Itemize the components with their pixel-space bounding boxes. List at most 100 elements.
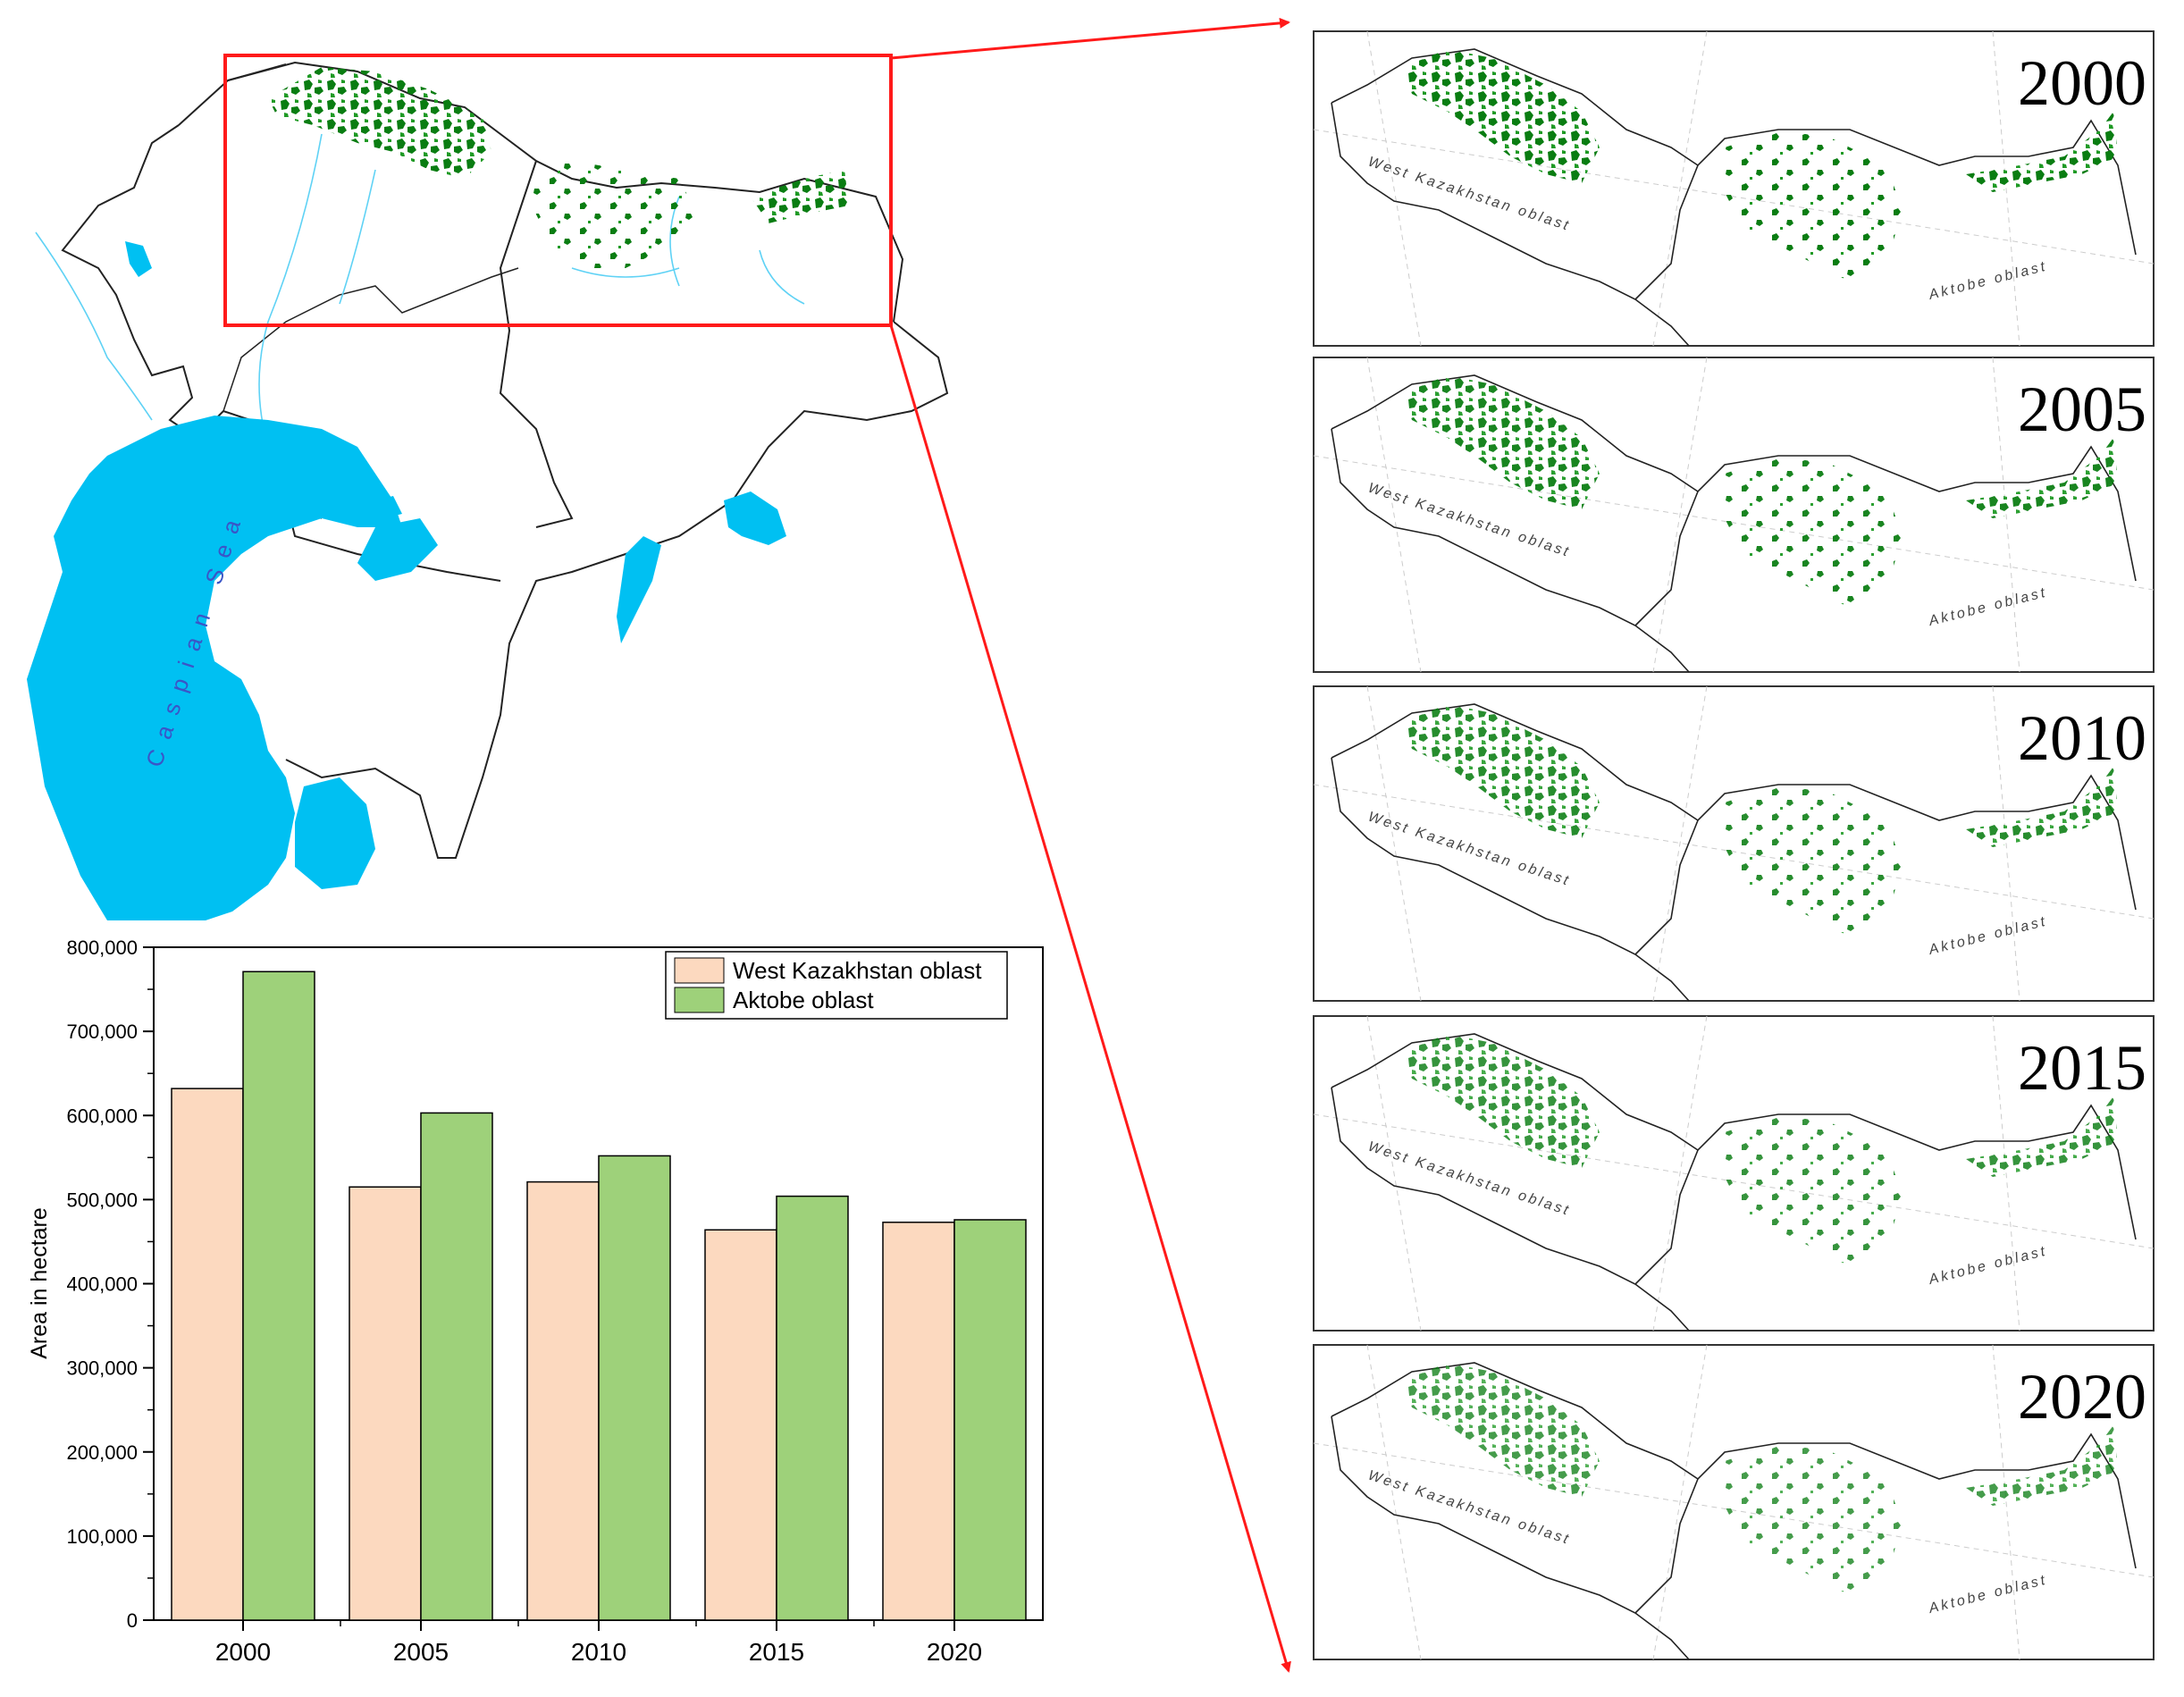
region-boundary <box>1331 1362 2137 1569</box>
year-label: 2000 <box>2018 47 2146 119</box>
year-label: 2010 <box>2018 702 2146 774</box>
vegetation-central <box>1725 1443 1903 1595</box>
region-boundary <box>1331 1087 1690 1332</box>
y-axis: 0 100,000 200,000 300,000 400,000 500,000 600,… <box>66 937 154 1632</box>
region-boundary <box>1331 703 2137 911</box>
legend-label: Aktobe oblast <box>733 987 874 1013</box>
year-label: 2015 <box>2018 1032 2146 1104</box>
graticule <box>1313 685 2155 1002</box>
graticule <box>1313 1015 2155 1332</box>
bar-west-kazakhstan-2020 <box>882 1222 955 1621</box>
graticule <box>1313 30 2155 347</box>
x-axis: 2000 2005 2010 2015 2020 <box>215 1620 982 1666</box>
bar-west-kazakhstan-2005 <box>349 1186 422 1621</box>
region-boundary <box>1331 1033 2137 1240</box>
vegetation-east <box>1966 1096 2118 1177</box>
y-tick-label: 800,000 <box>66 937 138 959</box>
legend: West Kazakhstan oblast Aktobe oblast <box>665 951 1008 1020</box>
lake <box>375 496 402 518</box>
region-boundary <box>285 321 949 859</box>
vegetation-east <box>1966 438 2118 518</box>
year-label: 2005 <box>2018 374 2146 445</box>
y-tick-label: 500,000 <box>66 1189 138 1211</box>
lake <box>617 536 661 643</box>
region-boundary <box>1634 819 1699 955</box>
graticule <box>1313 357 2155 673</box>
x-tick-label: 2015 <box>749 1638 804 1666</box>
bar-west-kazakhstan-2010 <box>526 1180 600 1621</box>
x-tick-label: 2005 <box>393 1638 449 1666</box>
y-tick-label: 400,000 <box>66 1273 138 1296</box>
x-tick-label: 2010 <box>571 1638 626 1666</box>
x-tick-label: 2000 <box>215 1638 271 1666</box>
vegetation-east <box>1966 1425 2118 1506</box>
bar-chart: 0 100,000 200,000 300,000 400,000 500,000 600,… <box>27 937 1044 1666</box>
region-boundary <box>1634 1149 1699 1285</box>
vegetation-west <box>1403 1363 1600 1497</box>
y-tick-label: 300,000 <box>66 1357 138 1380</box>
overview-map: Caspian Sea <box>27 54 949 920</box>
region-boundary <box>1331 102 1690 347</box>
region-boundary <box>1331 374 2137 582</box>
legend-label: West Kazakhstan oblast <box>733 957 982 984</box>
vegetation-west <box>1403 375 1600 509</box>
vegetation-patch <box>268 67 491 179</box>
region-boundary <box>1634 1478 1699 1614</box>
vegetation-central <box>1725 1114 1903 1266</box>
bars <box>171 970 1027 1621</box>
region-boundary <box>1331 757 1690 1002</box>
river <box>35 133 805 448</box>
y-tick-label: 0 <box>127 1609 138 1632</box>
bar-west-kazakhstan-2000 <box>171 1088 244 1621</box>
lake <box>724 491 786 545</box>
region-boundary <box>1634 491 1699 626</box>
y-tick-label: 200,000 <box>66 1441 138 1464</box>
graticule <box>1313 1344 2155 1660</box>
caspian-sea <box>27 416 402 920</box>
lake <box>357 518 438 581</box>
vegetation-west <box>1403 1034 1600 1168</box>
vegetation-east <box>1966 767 2118 847</box>
highlight-box <box>223 54 893 327</box>
lake <box>295 777 375 889</box>
vegetation-central <box>1725 785 1903 937</box>
region-boundary <box>1634 164 1699 300</box>
region-boundary <box>223 267 519 412</box>
bar-aktobe-2005 <box>420 1112 493 1621</box>
region-boundary <box>1331 428 1690 673</box>
y-tick-label: 700,000 <box>66 1021 138 1043</box>
vegetation-patch <box>751 170 849 223</box>
vegetation-central <box>1725 130 1903 281</box>
y-axis-label: Area in hectare <box>27 1207 52 1359</box>
legend-swatch <box>674 957 725 984</box>
legend-swatch <box>674 987 725 1013</box>
vegetation-central <box>1725 456 1903 608</box>
x-tick-label: 2020 <box>927 1638 982 1666</box>
vegetation-patch <box>527 161 697 268</box>
region-boundary <box>1331 48 2137 256</box>
region-boundary <box>499 160 574 528</box>
year-label: 2020 <box>2018 1361 2146 1432</box>
bar-aktobe-2010 <box>598 1155 671 1621</box>
vegetation-west <box>1403 704 1600 838</box>
zoom-arrow-top <box>890 17 1290 60</box>
bar-aktobe-2000 <box>242 970 315 1621</box>
lake <box>125 241 152 277</box>
y-tick-label: 100,000 <box>66 1525 138 1548</box>
vegetation-east <box>1966 112 2118 192</box>
y-tick-label: 600,000 <box>66 1105 138 1127</box>
region-boundary <box>178 63 287 126</box>
bar-west-kazakhstan-2015 <box>704 1229 777 1621</box>
region-boundary <box>1331 1416 1690 1660</box>
bar-aktobe-2015 <box>776 1195 849 1621</box>
vegetation-west <box>1403 49 1600 183</box>
bar-aktobe-2020 <box>953 1219 1027 1621</box>
zoom-arrow-bottom <box>889 324 1291 1673</box>
